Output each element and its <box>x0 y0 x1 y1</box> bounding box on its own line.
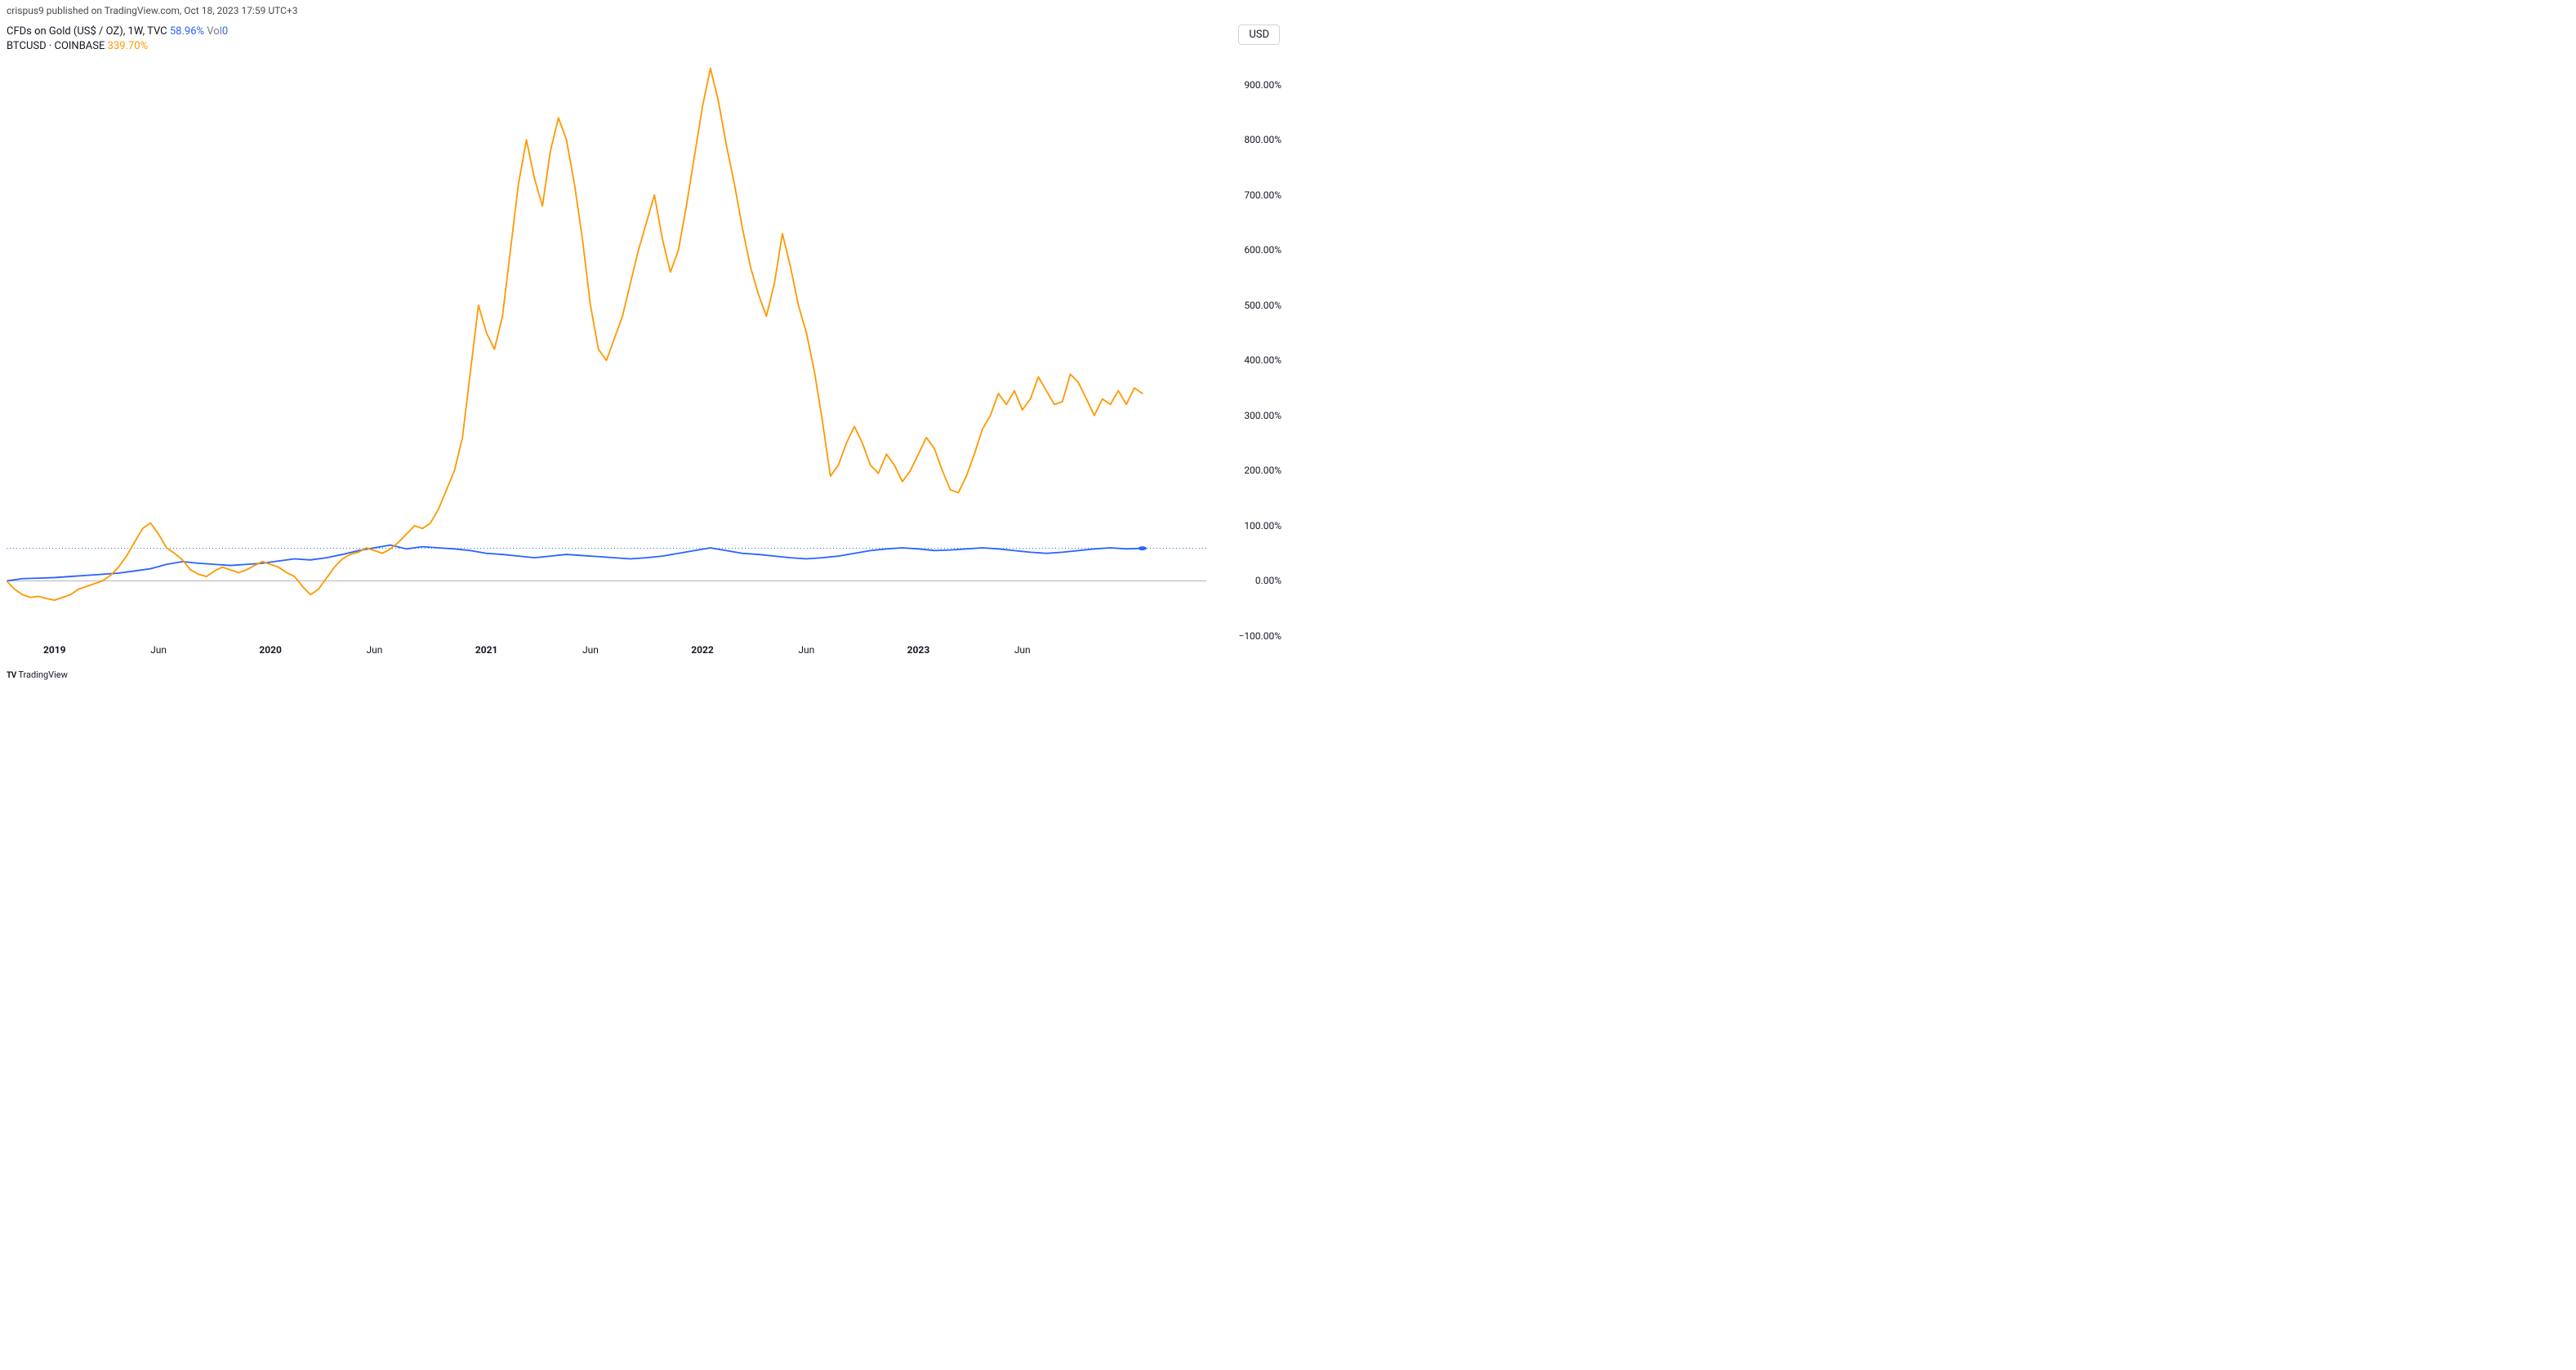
x-tick-label: 2022 <box>691 644 714 656</box>
legend-gold-label: CFDs on Gold (US$ / OZ), 1W, TVC <box>7 25 167 38</box>
y-tick-label: 700.00% <box>1244 189 1281 201</box>
x-tick-label: Jun <box>1014 644 1031 656</box>
y-tick-label: 200.00% <box>1244 465 1281 476</box>
legend-vol-label: Vol <box>207 25 222 38</box>
footer-text: TradingView <box>18 669 68 680</box>
y-tick-label: 600.00% <box>1244 244 1281 256</box>
chart-plot-area[interactable] <box>7 57 1206 636</box>
chart-svg <box>7 57 1206 636</box>
x-tick-label: Jun <box>367 644 383 656</box>
y-axis: −100.00%0.00%100.00%200.00%300.00%400.00… <box>1208 57 1281 636</box>
currency-selector[interactable]: USD <box>1238 24 1280 45</box>
legend-vol-value: 0 <box>222 25 228 38</box>
y-tick-label: 800.00% <box>1244 134 1281 145</box>
y-tick-label: 300.00% <box>1244 410 1281 421</box>
legend-gold-pct: 58.96% <box>170 25 204 38</box>
y-tick-label: 100.00% <box>1244 520 1281 532</box>
legend-row-btc: BTCUSD · COINBASE 339.70% <box>7 39 228 54</box>
legend-row-gold: CFDs on Gold (US$ / OZ), 1W, TVC 58.96% … <box>7 24 228 39</box>
x-tick-label: 2023 <box>907 644 930 656</box>
y-tick-label: 400.00% <box>1244 354 1281 366</box>
x-tick-label: 2021 <box>475 644 498 656</box>
x-tick-label: Jun <box>798 644 814 656</box>
x-tick-label: Jun <box>582 644 599 656</box>
y-tick-label: 900.00% <box>1244 79 1281 91</box>
y-tick-label: 500.00% <box>1244 300 1281 311</box>
footer-brand: T‌V TradingView <box>7 669 68 680</box>
legend-btc-pct: 339.70% <box>108 40 148 52</box>
chart-legend: CFDs on Gold (US$ / OZ), 1W, TVC 58.96% … <box>7 24 228 54</box>
y-tick-label: 0.00% <box>1255 575 1281 586</box>
legend-btc-label: BTCUSD · COINBASE <box>7 40 105 52</box>
y-tick-label: −100.00% <box>1238 630 1281 642</box>
x-tick-label: 2019 <box>43 644 66 656</box>
x-tick-label: 2020 <box>259 644 282 656</box>
publish-info: crispus9 published on TradingView.com, O… <box>7 5 298 16</box>
tradingview-logo-icon: T‌V <box>7 671 16 680</box>
x-axis: 2019 Jun 2020 Jun 2021 Jun 2022 Jun 2023 Jun <box>7 644 1206 661</box>
x-tick-label: Jun <box>150 644 167 656</box>
